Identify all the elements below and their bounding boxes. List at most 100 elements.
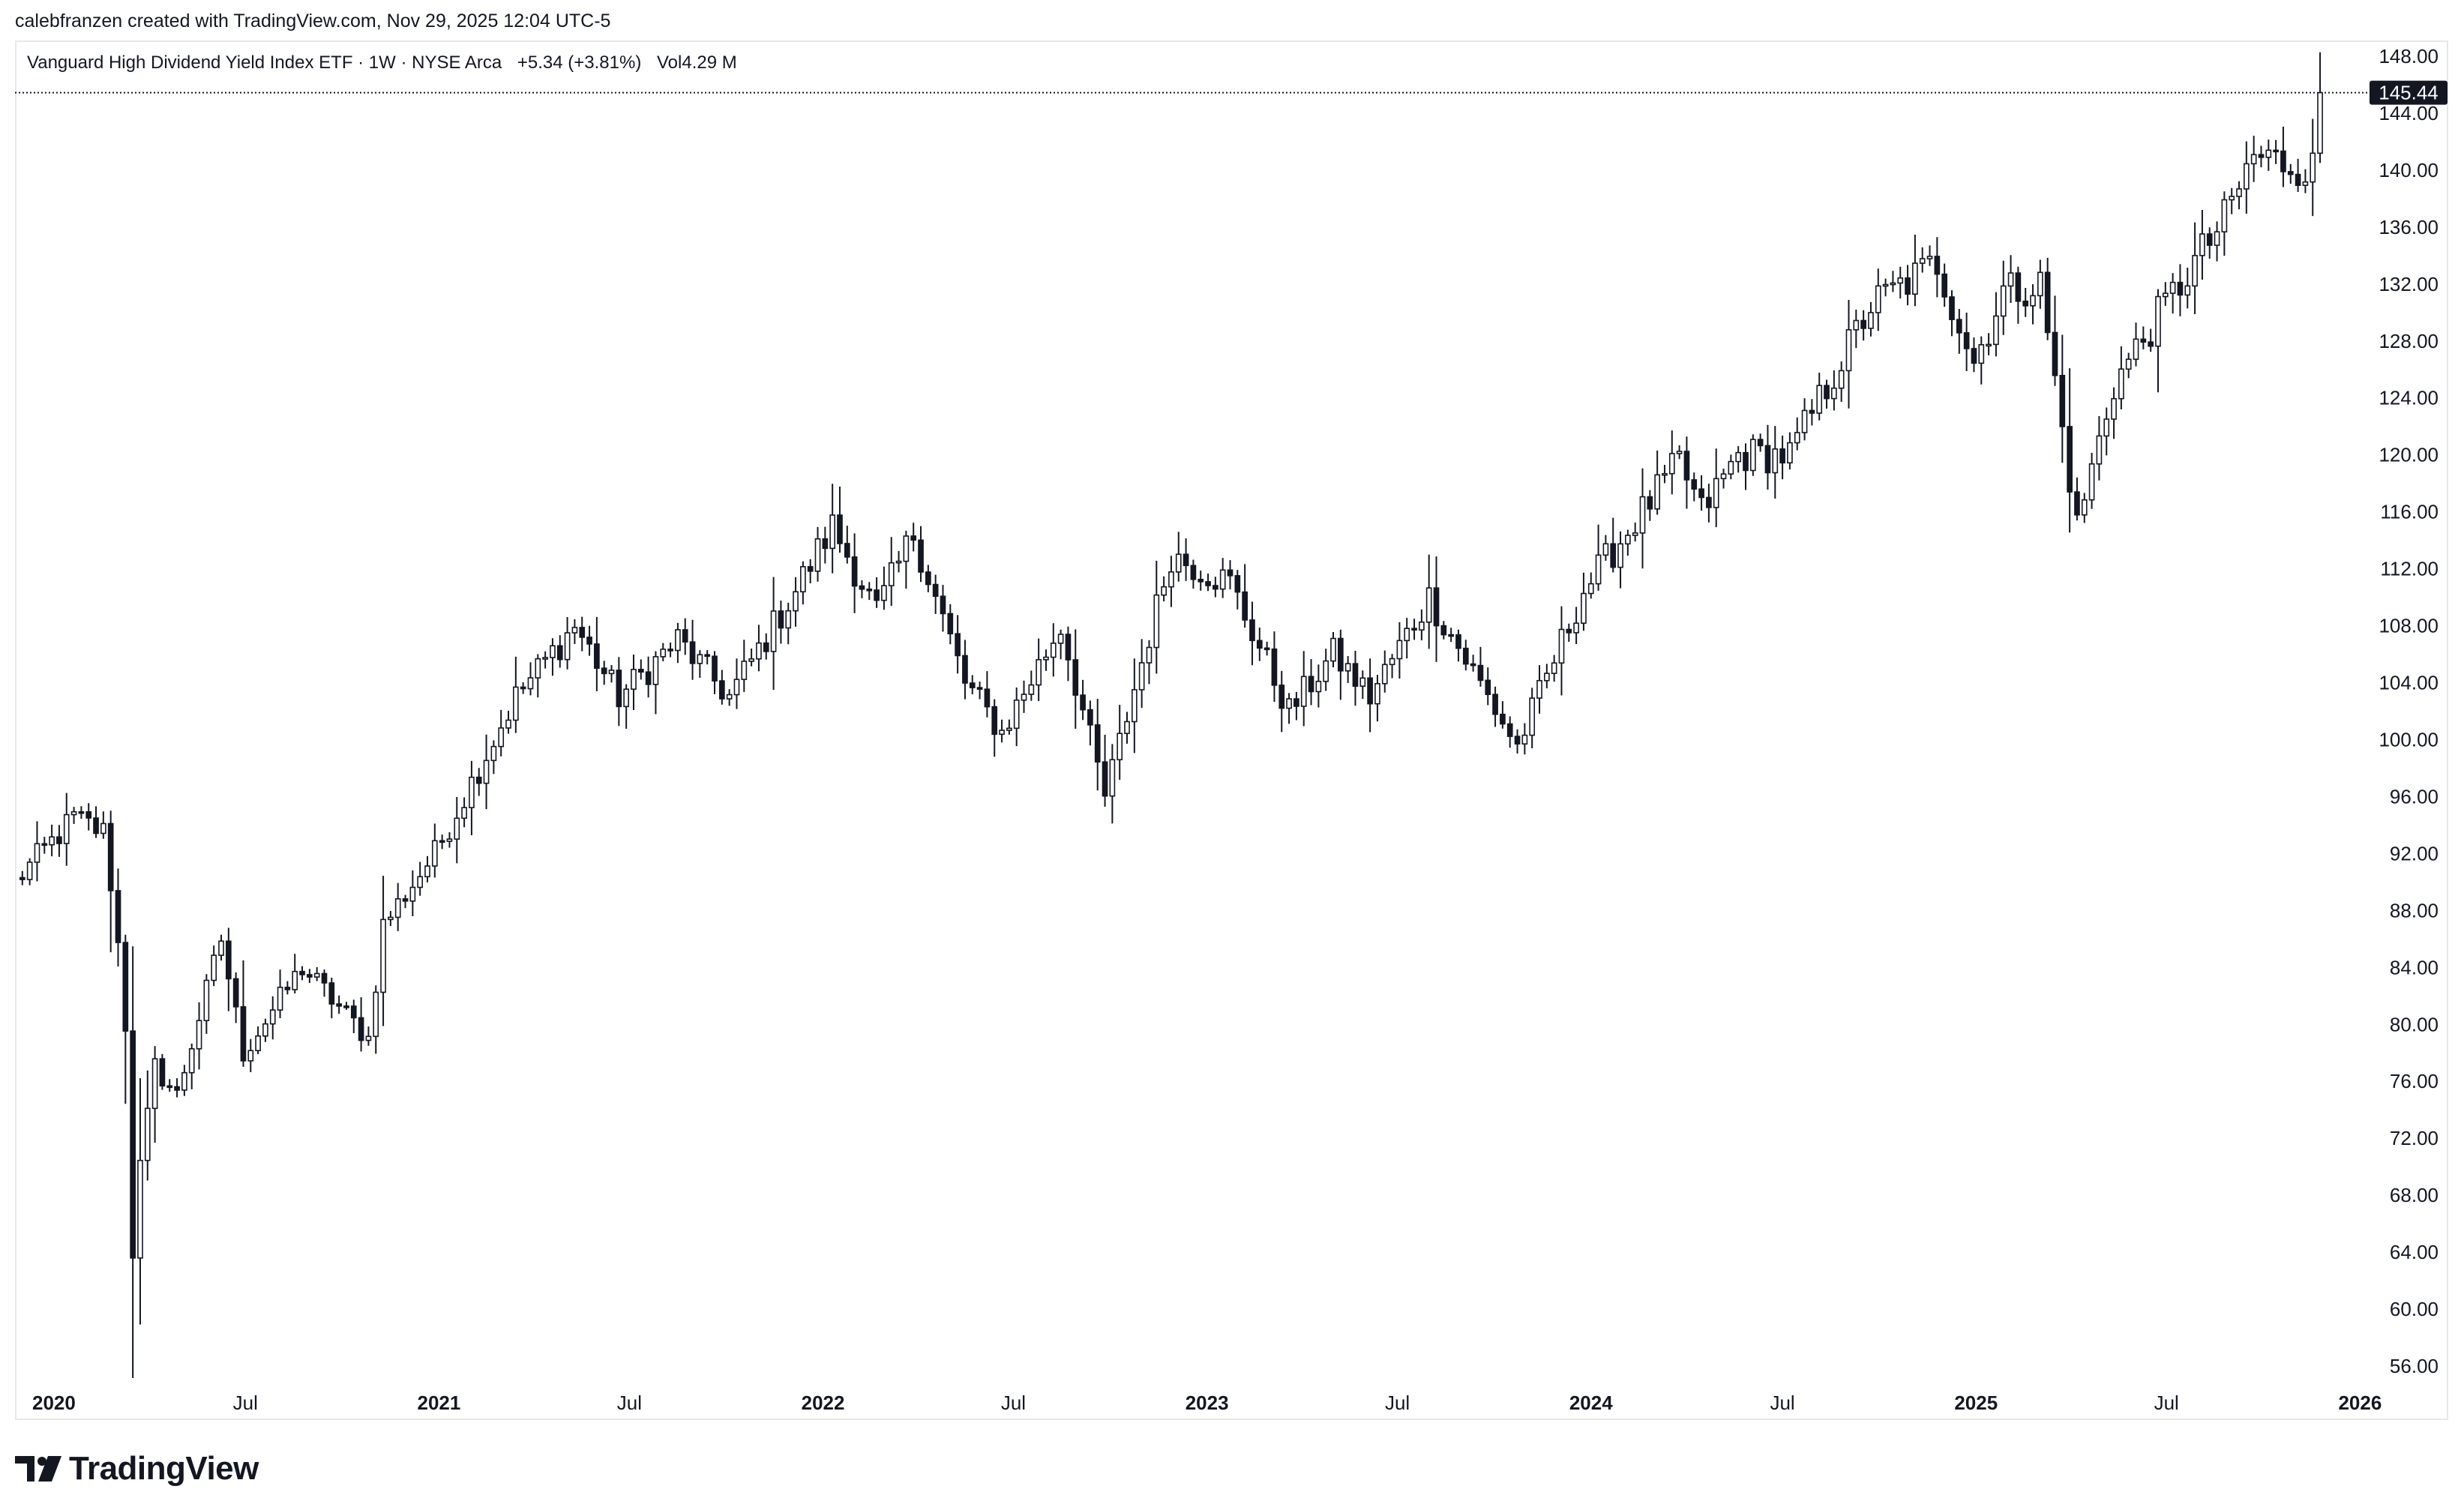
candle <box>645 656 652 698</box>
symbol-description[interactable]: Vanguard High Dividend Yield Index ETF ·… <box>27 52 502 73</box>
candle <box>1183 538 1189 581</box>
candle <box>1448 628 1454 643</box>
candle <box>2059 334 2066 463</box>
candle <box>955 615 961 674</box>
candle <box>1117 705 1123 780</box>
candle <box>1087 700 1093 746</box>
candle <box>1065 626 1072 682</box>
candle <box>571 619 578 644</box>
candle <box>1779 436 1785 480</box>
candle <box>793 577 799 627</box>
candle <box>1882 278 1889 297</box>
candle <box>1271 631 1278 703</box>
price-tick-label: 64.00 <box>2390 1241 2439 1263</box>
candle <box>2317 52 2323 163</box>
time-tick-label: Jul <box>1001 1392 1026 1414</box>
candle <box>1315 664 1322 708</box>
candle <box>1470 655 1476 672</box>
candle <box>1506 716 1513 748</box>
price-tick-label: 96.00 <box>2390 785 2439 807</box>
candle <box>844 526 850 564</box>
candle <box>1381 650 1388 693</box>
candle <box>594 616 600 691</box>
candle <box>2280 126 2286 187</box>
candle <box>1249 601 1255 666</box>
candle <box>454 797 460 864</box>
candle <box>1662 464 1668 484</box>
candle <box>807 559 814 584</box>
candle <box>1529 688 1536 748</box>
candle <box>218 934 224 961</box>
candle <box>881 566 887 610</box>
candle <box>976 682 983 700</box>
candle <box>947 604 954 645</box>
candle <box>2103 407 2110 456</box>
candle <box>262 1018 268 1042</box>
candle <box>550 638 556 676</box>
candle <box>1168 556 1174 607</box>
candle <box>718 670 725 705</box>
tradingview-brand[interactable]: TradingView <box>15 1450 259 1488</box>
candle <box>2155 289 2161 393</box>
candle <box>1934 237 1941 298</box>
candle <box>631 654 637 710</box>
candle <box>1602 535 1609 561</box>
candle <box>424 855 430 882</box>
candle <box>1824 379 1830 409</box>
candle <box>1198 571 1204 591</box>
candle <box>1971 337 1977 373</box>
price-tick-label: 68.00 <box>2390 1184 2439 1206</box>
candle <box>100 811 106 839</box>
candle <box>34 821 40 882</box>
candle <box>2096 415 2103 481</box>
candle <box>1263 641 1270 656</box>
candle <box>439 834 445 849</box>
price-tick-label: 76.00 <box>2390 1070 2439 1092</box>
candle <box>637 659 644 680</box>
price-axis[interactable]: 56.00 60.00 64.00 68.00 72.00 76.00 80.00 84.00… <box>2379 45 2439 1377</box>
candle <box>292 954 298 994</box>
candle <box>388 911 394 927</box>
price-tick-label: 60.00 <box>2390 1298 2439 1320</box>
candle <box>1455 629 1461 662</box>
candle <box>1720 469 1727 489</box>
candle <box>1021 680 1027 713</box>
candle <box>277 969 283 1019</box>
candle <box>247 1038 254 1072</box>
time-axis[interactable]: 2020 Jul 2021 Jul 2022 Jul 2023 Jul 2024 Jul 2025 J… <box>32 1392 2382 1414</box>
tradingview-logo-icon <box>15 1456 61 1482</box>
candle <box>1411 619 1417 640</box>
candle <box>1293 691 1299 721</box>
candle <box>2295 158 2301 193</box>
candle <box>733 658 740 709</box>
candle <box>1013 687 1020 747</box>
candle <box>1868 301 1874 337</box>
candle <box>778 601 784 644</box>
candlestick-series <box>19 52 2323 1378</box>
candle <box>874 577 880 608</box>
candle <box>616 657 622 727</box>
candle <box>1146 640 1153 685</box>
price-tick-label: 72.00 <box>2390 1127 2439 1149</box>
candle <box>1860 310 1866 341</box>
candle <box>2000 260 2007 335</box>
candle <box>1367 658 1373 733</box>
symbol-legend[interactable]: Vanguard High Dividend Yield Index ETF ·… <box>27 52 748 73</box>
candle <box>1573 607 1579 644</box>
candle <box>1683 436 1690 509</box>
candle <box>402 894 409 909</box>
price-tick-label: 80.00 <box>2390 1013 2439 1035</box>
candle <box>498 709 505 756</box>
time-tick-label: Jul <box>233 1392 258 1414</box>
candle <box>1551 655 1557 682</box>
candle <box>1477 646 1484 687</box>
candle <box>2148 328 2154 352</box>
candle <box>1787 432 1793 470</box>
candle <box>1462 640 1469 671</box>
candle <box>2206 227 2213 259</box>
candle <box>1278 670 1285 733</box>
candle <box>1425 554 1432 649</box>
candle <box>2221 191 2228 256</box>
candle <box>2250 136 2257 182</box>
